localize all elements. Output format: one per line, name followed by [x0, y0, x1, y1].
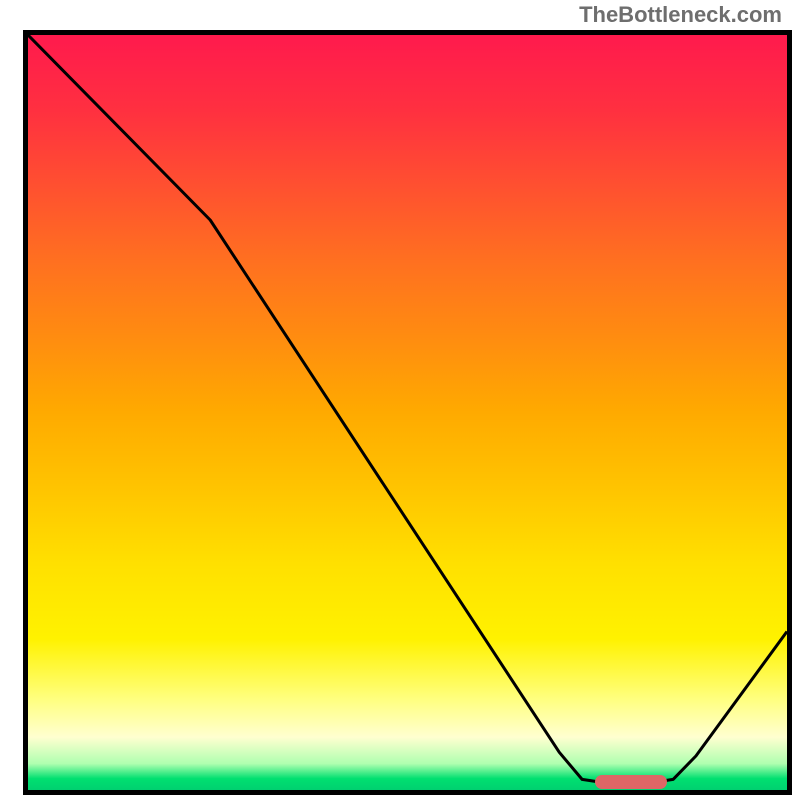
attribution-text: TheBottleneck.com: [579, 2, 782, 28]
plot-area: [23, 30, 792, 795]
bottleneck-curve: [28, 35, 787, 784]
chart-container: TheBottleneck.com: [0, 0, 800, 800]
curve-svg: [28, 35, 787, 790]
optimal-marker: [595, 775, 667, 789]
